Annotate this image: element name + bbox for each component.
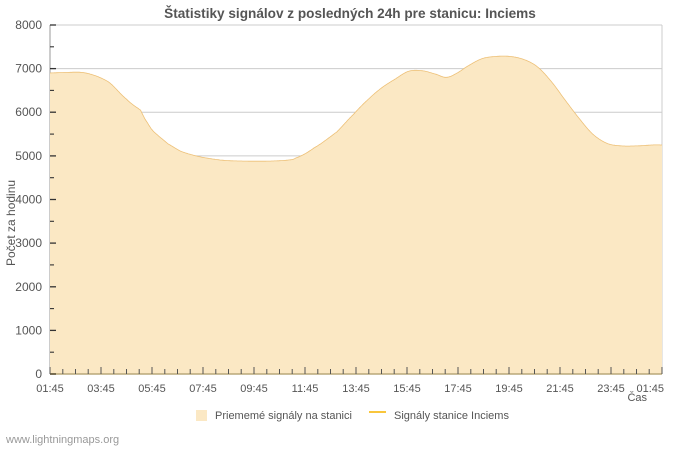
svg-text:1000: 1000 [15, 323, 42, 337]
svg-text:7000: 7000 [15, 62, 42, 76]
svg-text:0: 0 [35, 367, 42, 381]
svg-text:5000: 5000 [15, 149, 42, 163]
svg-text:11:45: 11:45 [292, 383, 319, 395]
svg-text:23:45: 23:45 [597, 383, 625, 395]
svg-text:03:45: 03:45 [87, 383, 115, 395]
svg-text:17:45: 17:45 [444, 383, 472, 395]
svg-text:21:45: 21:45 [546, 383, 574, 395]
svg-text:09:45: 09:45 [240, 383, 268, 395]
svg-text:8000: 8000 [15, 18, 42, 32]
svg-text:6000: 6000 [15, 105, 42, 119]
svg-text:07:45: 07:45 [189, 383, 217, 395]
svg-text:3000: 3000 [15, 236, 42, 250]
svg-text:01:45: 01:45 [636, 383, 664, 395]
svg-text:19:45: 19:45 [495, 383, 523, 395]
svg-text:13:45: 13:45 [342, 383, 370, 395]
svg-text:05:45: 05:45 [138, 383, 166, 395]
svg-text:2000: 2000 [15, 280, 42, 294]
svg-text:4000: 4000 [15, 193, 42, 207]
svg-text:01:45: 01:45 [36, 383, 64, 395]
svg-text:15:45: 15:45 [393, 383, 421, 395]
